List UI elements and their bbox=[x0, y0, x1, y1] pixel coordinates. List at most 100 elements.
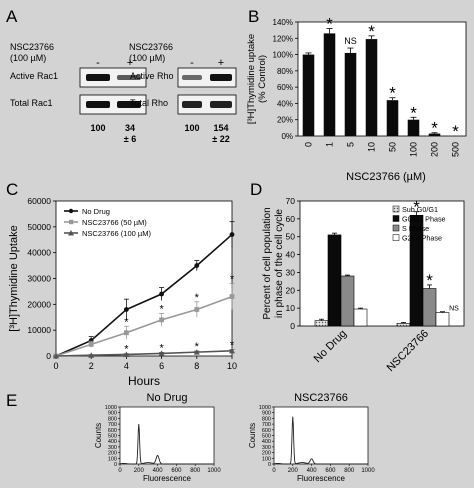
y-tick-label: 60000 bbox=[27, 196, 51, 206]
legend-swatch bbox=[392, 234, 400, 241]
blot-left-plus: + bbox=[127, 57, 133, 69]
y-axis-label-line2: (% Control) bbox=[257, 55, 268, 103]
legend-marker bbox=[69, 219, 74, 225]
histogram-title: NSC23766 bbox=[294, 392, 348, 404]
x-tick-label: 200 bbox=[288, 468, 299, 474]
x-tick-label: 8 bbox=[194, 361, 199, 371]
y-tick-label: 50000 bbox=[27, 222, 51, 232]
blot-left-quant-treated: 34 bbox=[125, 123, 135, 133]
x-tick-label: 0 bbox=[118, 468, 122, 474]
y-tick-label: 200 bbox=[262, 451, 271, 457]
chart-c: 0 10000 20000 30000 40000 50000 60000 0 2 4 6 8 10 * *… bbox=[8, 196, 237, 388]
y-tick-label: 100 bbox=[108, 456, 117, 462]
legend-label: NSC23766 (100 µM) bbox=[82, 229, 151, 238]
blot-right-active-band-1 bbox=[182, 75, 202, 80]
data-point bbox=[88, 338, 94, 343]
data-point bbox=[159, 317, 164, 323]
y-tick-label: 100% bbox=[273, 51, 293, 60]
x-tick-label: NSC23766 bbox=[385, 328, 432, 375]
blot-left-quant-control: 100 bbox=[90, 123, 105, 133]
significance-label: * bbox=[452, 122, 459, 141]
x-tick-label: 2 bbox=[89, 361, 94, 371]
y-tick-label: 300 bbox=[262, 445, 271, 451]
x-tick-label: 100 bbox=[409, 142, 419, 157]
significance-label: * bbox=[389, 84, 396, 103]
x-axis-label: NSC23766 (µM) bbox=[346, 171, 426, 183]
blot-left-minus: - bbox=[96, 57, 100, 69]
y-tick-label: 700 bbox=[262, 422, 271, 428]
x-axis-label: Fluorescence bbox=[143, 474, 192, 483]
plot-frame bbox=[273, 406, 369, 465]
y-tick-label: 20% bbox=[277, 116, 293, 125]
significance-label: NS bbox=[449, 306, 459, 313]
blot-right-minus: - bbox=[190, 57, 194, 69]
y-tick-label: 1000 bbox=[259, 405, 271, 411]
bar bbox=[323, 33, 336, 136]
x-tick-label: 0 bbox=[304, 142, 314, 147]
x-tick-label: 5 bbox=[346, 142, 356, 147]
blot-right-quant-error: ± 22 bbox=[212, 134, 229, 144]
y-tick-label: 400 bbox=[108, 439, 117, 445]
y-tick-label: 0 bbox=[268, 462, 271, 468]
data-point bbox=[158, 350, 165, 356]
legend-label: Sub G0/G1 bbox=[402, 205, 438, 214]
legend-label: G0/G1 Phase bbox=[402, 215, 446, 224]
bar bbox=[428, 133, 441, 136]
y-axis-label: Percent of cell population bbox=[262, 207, 273, 319]
y-tick-label: 800 bbox=[262, 416, 271, 422]
x-tick-label: 200 bbox=[134, 468, 145, 474]
series-line bbox=[55, 233, 233, 357]
bar bbox=[353, 308, 368, 327]
x-axis-label: Fluorescence bbox=[297, 474, 346, 483]
y-tick-label: 0 bbox=[290, 321, 295, 331]
legend-label: NSC23766 (50 µM) bbox=[82, 218, 147, 227]
data-point bbox=[193, 349, 200, 355]
data-point bbox=[194, 263, 200, 268]
y-tick-label: 70 bbox=[286, 196, 296, 206]
legend-label: S Phase bbox=[402, 224, 429, 233]
blot-right-plus: + bbox=[218, 57, 224, 69]
data-point bbox=[229, 347, 235, 354]
y-tick-label: 600 bbox=[262, 428, 271, 434]
blot-left: NSC23766 (100 µM) - + Active Rac1 Total … bbox=[10, 42, 147, 144]
bar bbox=[314, 320, 329, 327]
y-axis-label: Counts bbox=[248, 423, 257, 448]
blot-right-quant-control: 100 bbox=[184, 123, 199, 133]
x-tick-label: 1 bbox=[325, 142, 335, 147]
panel-label-b: B bbox=[248, 7, 259, 26]
blot-left-active-band-1 bbox=[86, 74, 110, 81]
x-tick-label: 400 bbox=[153, 468, 164, 474]
significance-star: * bbox=[230, 340, 235, 352]
blot-right-active-strip bbox=[177, 67, 237, 88]
blot-right-dose: (100 µM) bbox=[129, 53, 165, 63]
y-tick-label: 300 bbox=[108, 445, 117, 451]
significance-star: * bbox=[159, 342, 164, 354]
y-tick-label: 0 bbox=[114, 462, 117, 468]
bar bbox=[435, 312, 450, 327]
bar bbox=[422, 288, 437, 327]
y-tick-label: 120% bbox=[273, 34, 293, 43]
significance-star: * bbox=[195, 292, 200, 304]
x-tick-label: 500 bbox=[451, 142, 461, 157]
data-point bbox=[88, 341, 94, 347]
bar bbox=[344, 52, 357, 136]
histogram-trace bbox=[119, 424, 214, 465]
plot-frame bbox=[297, 21, 467, 137]
x-tick-label: 1000 bbox=[361, 468, 375, 474]
y-tick-label: 800 bbox=[108, 416, 117, 422]
y-tick-label: 30000 bbox=[27, 274, 51, 284]
blot-right: NSC23766 (100 µM) - + Active Rho Total R… bbox=[129, 42, 237, 144]
panel-label-a: A bbox=[6, 7, 18, 26]
blot-right-row-active: Active Rho bbox=[130, 71, 174, 81]
y-tick-label: 600 bbox=[108, 428, 117, 434]
data-point bbox=[124, 330, 129, 336]
y-tick-label: 700 bbox=[108, 422, 117, 428]
bar bbox=[327, 234, 342, 327]
legend-marker bbox=[68, 230, 74, 236]
y-tick-label: 10 bbox=[286, 303, 296, 313]
y-axis-label: [³H]Thymidine uptake bbox=[246, 34, 257, 124]
plot-frame bbox=[119, 406, 215, 465]
blot-left-total-band-1 bbox=[86, 101, 110, 108]
